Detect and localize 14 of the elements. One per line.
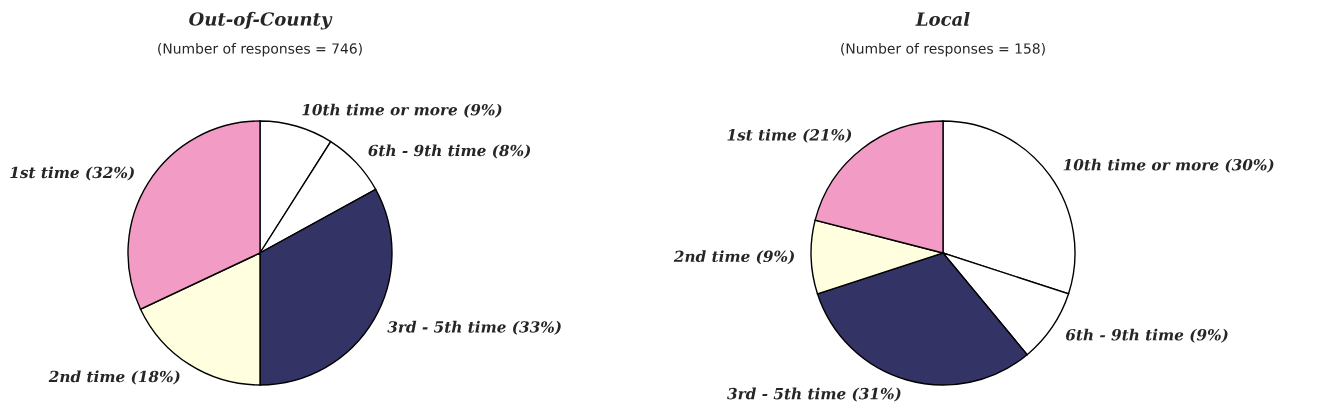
slice-label: 3rd - 5th time (33%) [387, 320, 561, 335]
slice-label: 6th - 9th time (8%) [368, 144, 531, 159]
chart-subtitle: (Number of responses = 158) [841, 43, 1045, 57]
chart-title: Local [915, 11, 970, 26]
slice-label: 2nd time (18%) [48, 370, 180, 385]
slice-label: 1st time (32%) [10, 166, 134, 181]
chart-title: Out-of-County [189, 11, 333, 30]
slice-label: 10th time or more (30%) [1063, 158, 1274, 173]
slice-label: 1st time (21%) [727, 128, 852, 143]
chart-subtitle: (Number of responses = 746) [158, 43, 362, 57]
slice-label: 2nd time (9%) [673, 250, 794, 265]
slice-label: 6th - 9th time (9%) [1065, 328, 1228, 343]
slice-label: 10th time or more (9%) [302, 103, 502, 118]
slice-label: 3rd - 5th time (31%) [727, 387, 901, 402]
